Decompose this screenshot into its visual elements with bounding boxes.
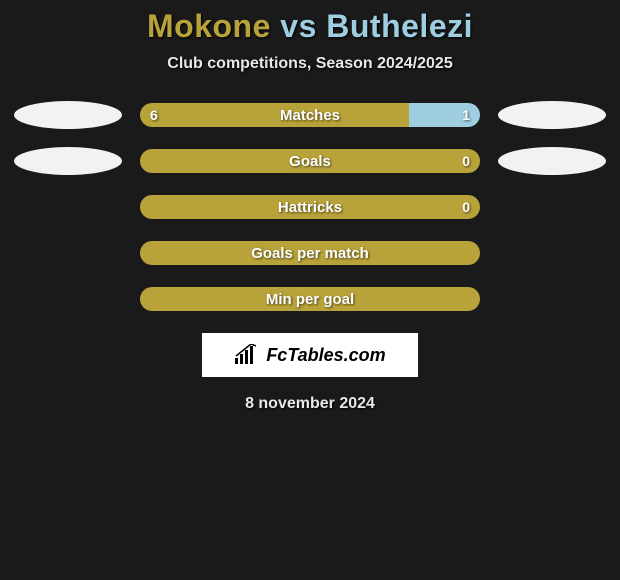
player1-bar-segment: [140, 103, 409, 127]
fctables-logo-icon: [234, 344, 260, 366]
subtitle: Club competitions, Season 2024/2025: [0, 55, 620, 73]
player1-bar-segment: [140, 241, 480, 265]
spacer: [14, 193, 122, 221]
spacer: [14, 285, 122, 313]
player1-bar-segment: [140, 195, 480, 219]
stat-bar: 0Goals: [140, 149, 480, 173]
stat-row: 0Hattricks: [0, 195, 620, 219]
spacer: [14, 239, 122, 267]
player1-oval-icon: [14, 147, 122, 175]
vs-text: vs: [280, 8, 317, 44]
player1-oval-icon: [14, 101, 122, 129]
date-text: 8 november 2024: [0, 395, 620, 413]
stat-bar: Goals per match: [140, 241, 480, 265]
player1-bar-segment: [140, 149, 480, 173]
logo-text: FcTables.com: [266, 345, 385, 366]
player1-name: Mokone: [147, 8, 271, 44]
stat-bar: 61Matches: [140, 103, 480, 127]
infographic-container: Mokone vs Buthelezi Club competitions, S…: [0, 0, 620, 413]
stats-rows: 61Matches 0Goals 0Hattricks Goals per match…: [0, 103, 620, 311]
player2-oval-icon: [498, 101, 606, 129]
page-title: Mokone vs Buthelezi: [0, 8, 620, 45]
player2-name: Buthelezi: [326, 8, 473, 44]
player1-bar-segment: [140, 287, 480, 311]
stat-row: Goals per match: [0, 241, 620, 265]
stat-bar: Min per goal: [140, 287, 480, 311]
spacer: [498, 193, 606, 221]
stat-bar: 0Hattricks: [140, 195, 480, 219]
stat-row: 61Matches: [0, 103, 620, 127]
player2-bar-segment: [409, 103, 480, 127]
stat-row: 0Goals: [0, 149, 620, 173]
spacer: [498, 239, 606, 267]
player2-oval-icon: [498, 147, 606, 175]
spacer: [498, 285, 606, 313]
logo-box: FcTables.com: [202, 333, 418, 377]
stat-row: Min per goal: [0, 287, 620, 311]
